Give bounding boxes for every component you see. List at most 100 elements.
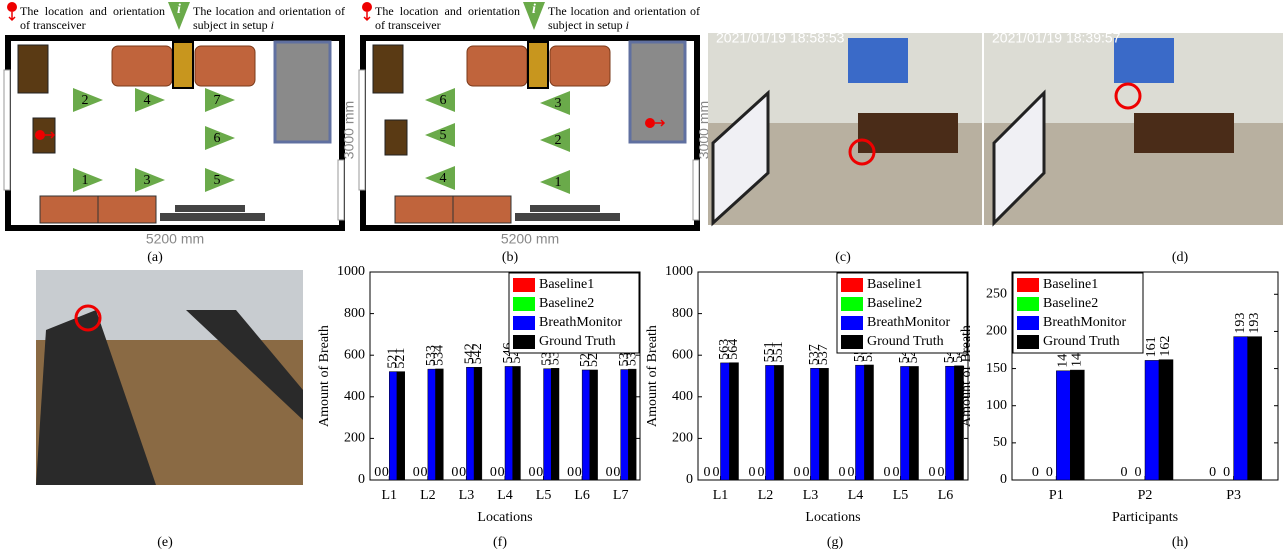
transceiver-arrow [45, 131, 56, 139]
x-tick-label: L2 [758, 488, 774, 503]
x-tick-label: L6 [938, 488, 954, 503]
bar [954, 365, 964, 481]
chair [527, 41, 549, 89]
x-tick-label: L3 [803, 488, 819, 503]
value-label: 0 [1121, 465, 1128, 480]
desk [628, 40, 687, 144]
value-label: 0 [567, 465, 574, 480]
value-label: 162 [1158, 336, 1173, 357]
value-label: 0 [498, 465, 505, 480]
subject-legend-var: i [270, 18, 274, 32]
legend-swatch [513, 297, 535, 311]
value-label: 542 [463, 343, 478, 364]
subject-legend: The location and orientation of subject … [193, 4, 345, 32]
legend-label: Baseline1 [867, 277, 922, 292]
legend-swatch [1017, 297, 1039, 311]
window [337, 159, 345, 221]
value-label: 0 [1135, 465, 1142, 480]
small-cabinet [384, 119, 408, 156]
y-tick-label: 200 [344, 431, 365, 446]
bar [765, 365, 775, 481]
table [530, 205, 600, 212]
x-tick-label: L2 [420, 488, 436, 503]
y-tick-label: 200 [986, 324, 1007, 339]
caption: (d) [1172, 250, 1189, 265]
y-axis-label: Amount of Breath [959, 325, 974, 427]
bar [1144, 360, 1160, 481]
value-label: 537 [807, 344, 822, 365]
bar [435, 368, 444, 481]
value-label: 534 [432, 345, 447, 366]
value-label: 0 [1209, 465, 1216, 480]
legend-label: BreathMonitor [539, 315, 623, 330]
bar [810, 368, 820, 481]
legend-label: Baseline2 [867, 296, 922, 311]
transceiver [35, 130, 45, 140]
legend-label: Baseline2 [539, 296, 594, 311]
subject-number: 7 [214, 93, 221, 108]
floor-plan: 1 2 3 4 5 6 5200 mm 3000 mm (b) i [358, 2, 712, 265]
bar [729, 362, 739, 481]
y-tick-label: 0 [1000, 472, 1007, 487]
photo-window [1114, 38, 1174, 83]
legend-swatch [841, 297, 863, 311]
subject-marker [540, 170, 570, 194]
caption: (h) [1172, 535, 1189, 550]
value-label: 0 [839, 465, 846, 480]
value-label: 0 [613, 465, 620, 480]
bar [900, 366, 910, 481]
y-tick-label: 1000 [665, 264, 693, 279]
value-label: 0 [713, 465, 720, 480]
legend-swatch [841, 278, 863, 292]
transceiver-legend: The location and orientation of transcei… [375, 4, 520, 32]
photo-screen [711, 89, 770, 227]
legend-swatch [841, 335, 863, 349]
value-label: 0 [938, 465, 945, 480]
subject-icon [523, 2, 545, 30]
x-tick-label: P2 [1138, 488, 1153, 503]
y-tick-label: 400 [344, 389, 365, 404]
x-tick-label: L5 [536, 488, 552, 503]
value-label: 0 [536, 465, 543, 480]
value-label: 551 [771, 341, 786, 362]
value-label: 0 [459, 465, 466, 480]
caption: (e) [157, 535, 173, 550]
width-label: 5200 mm [146, 231, 204, 247]
chair [172, 41, 194, 89]
photo-desk [858, 113, 958, 153]
bar [427, 368, 436, 481]
value-label: 563 [717, 339, 732, 360]
bar [1056, 370, 1071, 481]
subject-number: 3 [555, 96, 562, 111]
subject-number: 5 [440, 128, 447, 143]
value-label: 0 [758, 465, 765, 480]
transceiver-icon [7, 2, 17, 12]
legend-label: Baseline1 [1043, 277, 1098, 292]
value-label: 0 [451, 465, 458, 480]
bar [864, 364, 874, 481]
photo-bench [186, 310, 303, 420]
value-label: 0 [1032, 465, 1039, 480]
y-tick-label: 800 [672, 306, 693, 321]
value-label: 0 [848, 465, 855, 480]
value-label: 0 [413, 465, 420, 480]
legend-swatch [1017, 316, 1039, 330]
legend-swatch [513, 278, 535, 292]
subject-number: 3 [144, 173, 151, 188]
transceiver [645, 118, 655, 128]
caption: (a) [147, 250, 163, 265]
x-tick-label: L4 [497, 488, 513, 503]
legend-swatch [513, 335, 535, 349]
x-tick-label: L1 [713, 488, 729, 503]
y-tick-label: 400 [672, 389, 693, 404]
bar [473, 367, 483, 481]
x-axis-label: Participants [1112, 510, 1178, 525]
photo-desk [1134, 113, 1234, 153]
sofa [466, 45, 528, 87]
value-label: 0 [749, 465, 756, 480]
value-label: 0 [1223, 465, 1230, 480]
x-tick-label: P3 [1226, 488, 1241, 503]
subject-marker [540, 128, 570, 152]
bar [628, 368, 637, 481]
